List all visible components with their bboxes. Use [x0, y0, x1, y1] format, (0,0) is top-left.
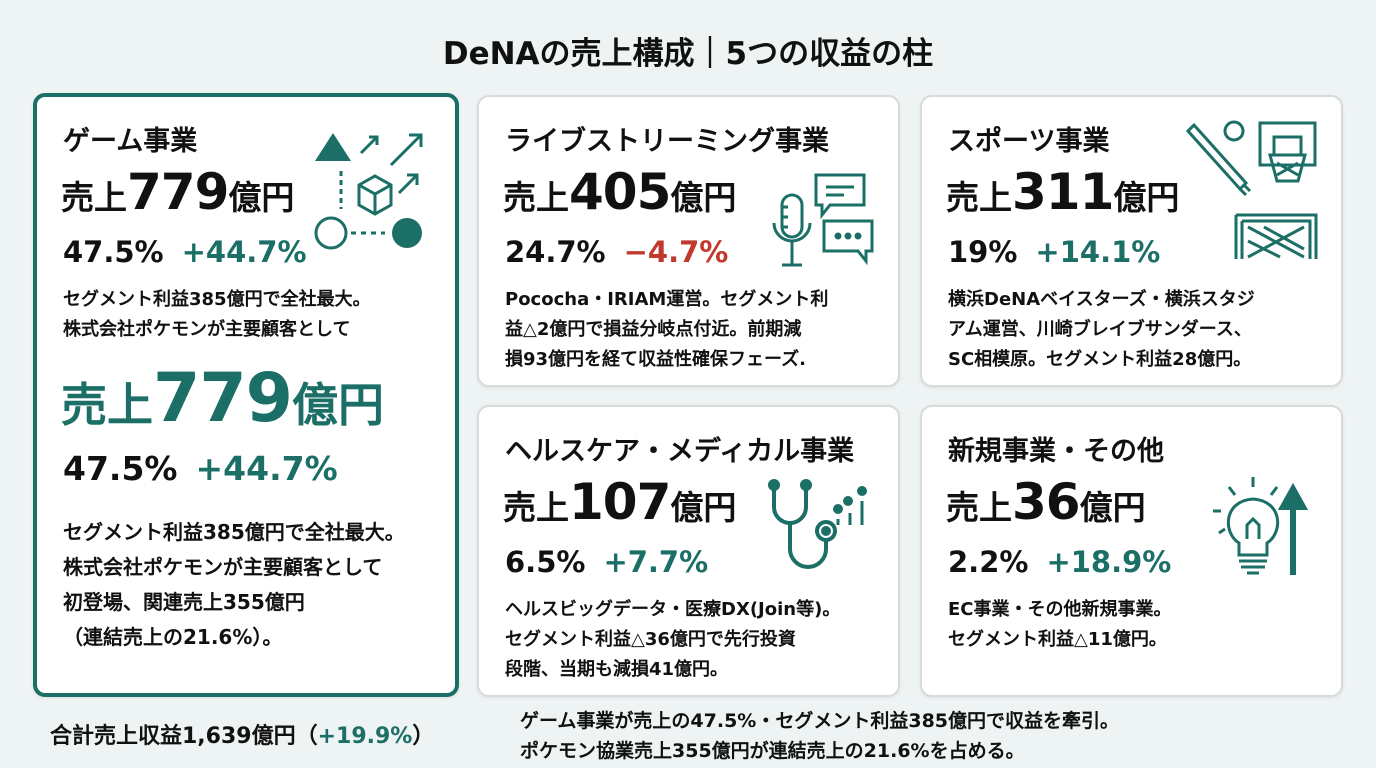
- desc-line: （連結売上の21.6%）。: [63, 625, 283, 649]
- desc-line: ヘルスビッグデータ・医療DX(Join等)。: [505, 599, 841, 620]
- growth: −4.7%: [623, 235, 729, 269]
- revenue-number: 311: [1012, 163, 1114, 221]
- summary-line: ゲーム事業が売上の47.5%・セグメント利益385億円で収益を牽引。: [520, 710, 1120, 732]
- highlight-share-growth: 47.5% +44.7%: [63, 449, 338, 488]
- card-title: ヘルスケア・メディカル事業: [505, 436, 855, 467]
- desc-line: 株式会社ポケモンが主要顧客として: [63, 319, 351, 340]
- stethoscope-icon: [768, 479, 867, 569]
- growth: +44.7%: [181, 235, 307, 269]
- revenue: 売上36億円: [946, 477, 1146, 527]
- summary: ゲーム事業が売上の47.5%・セグメント利益385億円で収益を牽引。 ポケモン協業…: [520, 706, 1119, 766]
- total-growth: +19.9%: [317, 724, 413, 749]
- microphone-chat-icon: [772, 173, 874, 267]
- revenue: 売上311億円: [946, 167, 1179, 217]
- card-game: ゲーム事業 売上779億円 47.5% +44.7% セグメント利益385億円で全…: [33, 93, 459, 697]
- card-live-streaming: ライブストリーミング事業 売上405億円 24.7% −4.7% Pococha・…: [477, 95, 900, 387]
- revenue-number: 779: [153, 359, 293, 438]
- growth: +14.1%: [1035, 235, 1161, 269]
- desc-line: 段階、当期も減損41億円。: [505, 659, 729, 680]
- description: Pococha・IRIAM運営。セグメント利 益△2億円で損益分岐点付近。前期減損…: [505, 285, 828, 375]
- desc-line: 株式会社ポケモンが主要顧客として: [63, 555, 383, 579]
- revenue-unit: 億円: [1113, 178, 1180, 217]
- share: 2.2%: [948, 545, 1029, 579]
- card-title: ライブストリーミング事業: [505, 126, 829, 157]
- revenue-unit: 億円: [228, 178, 295, 217]
- growth: +18.9%: [1046, 545, 1172, 579]
- description: EC事業・その他新規事業。 セグメント利益△11億円。: [948, 595, 1172, 655]
- growth: +7.7%: [603, 545, 709, 579]
- desc-line: セグメント利益385億円で全社最大。: [63, 289, 371, 310]
- revenue-prefix: 売上: [61, 178, 127, 217]
- revenue-prefix: 売上: [946, 178, 1012, 217]
- desc-line: SC相模原。セグメント利益28億円。: [948, 349, 1252, 370]
- revenue-prefix: 売上: [503, 488, 569, 527]
- share-growth: 24.7% −4.7%: [505, 235, 728, 269]
- share: 24.7%: [505, 235, 606, 269]
- sports-icon: [1185, 120, 1318, 259]
- card-sports: スポーツ事業 売上311億円 19% +14.1% 横浜DeNAベイスターズ・横浜…: [920, 95, 1343, 387]
- revenue-prefix: 売上: [61, 378, 153, 432]
- share-growth: 6.5% +7.7%: [505, 545, 708, 579]
- revenue: 売上107億円: [503, 477, 736, 527]
- description: セグメント利益385億円で全社最大。 株式会社ポケモンが主要顧客として: [63, 285, 371, 345]
- share-growth: 2.2% +18.9%: [948, 545, 1171, 579]
- desc-line: アム運営、川崎ブレイブサンダース、: [948, 319, 1252, 340]
- summary-line: ポケモン協業売上355億円が連結売上の21.6%を占める。: [520, 740, 1025, 762]
- share: 19%: [948, 235, 1018, 269]
- revenue: 売上779億円: [61, 167, 294, 217]
- growth: +44.7%: [195, 449, 338, 488]
- desc-line: セグメント利益△11億円。: [948, 629, 1167, 650]
- share-growth: 19% +14.1%: [948, 235, 1160, 269]
- card-title: ゲーム事業: [63, 126, 198, 157]
- lightbulb-arrow-icon: [1213, 477, 1309, 575]
- revenue-number: 405: [569, 163, 671, 221]
- desc-line: 益△2億円で損益分岐点付近。前期減: [505, 319, 802, 340]
- desc-line: セグメント利益△36億円で先行投資: [505, 629, 796, 650]
- share: 47.5%: [63, 235, 164, 269]
- highlight-description: セグメント利益385億円で全社最大。 株式会社ポケモンが主要顧客として 初登場、…: [63, 515, 405, 655]
- description: 横浜DeNAベイスターズ・横浜スタジ アム運営、川崎ブレイブサンダース、 SC相模原…: [948, 285, 1255, 375]
- share-growth: 47.5% +44.7%: [63, 235, 307, 269]
- page-title: DeNAの売上構成｜5つの収益の柱: [442, 36, 934, 72]
- total-revenue: 合計売上収益1,639億円（+19.9%）: [50, 718, 434, 750]
- desc-line: EC事業・その他新規事業。: [948, 599, 1172, 620]
- revenue-number: 36: [1012, 473, 1081, 531]
- revenue-number: 107: [569, 473, 671, 531]
- total-close: ）: [412, 724, 435, 749]
- desc-line: 初登場、関連売上355億円: [63, 590, 305, 614]
- share: 47.5%: [63, 449, 178, 488]
- desc-line: 横浜DeNAベイスターズ・横浜スタジ: [948, 289, 1255, 310]
- revenue-unit: 億円: [291, 378, 384, 432]
- card-healthcare: ヘルスケア・メディカル事業 売上107億円 6.5% +7.7% ヘルスビッグデー…: [477, 405, 900, 697]
- description: ヘルスビッグデータ・医療DX(Join等)。 セグメント利益△36億円で先行投資段…: [505, 595, 840, 685]
- share: 6.5%: [505, 545, 586, 579]
- revenue-prefix: 売上: [946, 488, 1012, 527]
- revenue-prefix: 売上: [503, 178, 569, 217]
- revenue-unit: 億円: [670, 178, 737, 217]
- total-label: 合計売上収益1,639億円（: [50, 724, 318, 749]
- card-title: 新規事業・その他: [948, 436, 1164, 467]
- revenue: 売上405億円: [503, 167, 736, 217]
- desc-line: Pococha・IRIAM運営。セグメント利: [505, 289, 829, 310]
- revenue-unit: 億円: [1079, 488, 1146, 527]
- shapes-growth-icon: [314, 133, 423, 250]
- desc-line: 損93億円を経て収益性確保フェーズ.: [505, 349, 806, 370]
- desc-line: セグメント利益385億円で全社最大。: [63, 520, 405, 544]
- revenue-unit: 億円: [670, 488, 737, 527]
- highlight-revenue: 売上779億円: [61, 365, 384, 433]
- card-new-business: 新規事業・その他 売上36億円 2.2% +18.9% EC事業・その他新規事業。…: [920, 405, 1343, 697]
- revenue-number: 779: [127, 163, 229, 221]
- card-title: スポーツ事業: [948, 126, 1110, 157]
